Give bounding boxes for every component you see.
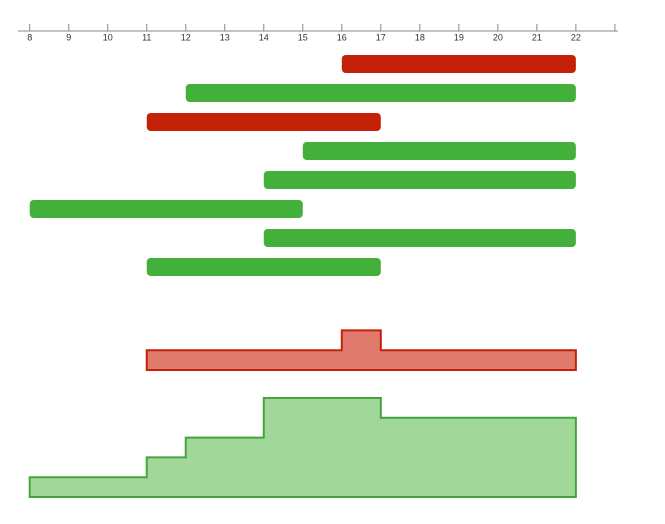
x-tick-label: 10 [103,32,113,42]
x-tick-label: 22 [571,32,581,42]
x-tick-label: 11 [142,32,151,42]
bar [185,84,576,102]
bar [146,113,381,131]
x-tick-label: 19 [454,32,464,42]
x-tick-label: 13 [220,32,230,42]
x-tick-label: 12 [181,32,191,42]
bar [263,171,576,189]
x-tick-label: 9 [66,32,71,42]
bar [146,258,381,276]
x-tick-label: 21 [532,32,542,42]
load-area [28,397,577,498]
x-tick-label: 16 [337,32,347,42]
x-tick-label: 20 [493,32,503,42]
x-tick-label: 18 [415,32,425,42]
bar [302,142,576,160]
x-tick-label: 14 [259,32,269,42]
bar [263,229,576,247]
bar [29,200,303,218]
load-area [145,329,577,371]
x-tick-label: 17 [376,32,386,42]
x-tick-label: 8 [27,32,32,42]
bar [341,55,576,73]
x-tick-label: 15 [298,32,308,42]
